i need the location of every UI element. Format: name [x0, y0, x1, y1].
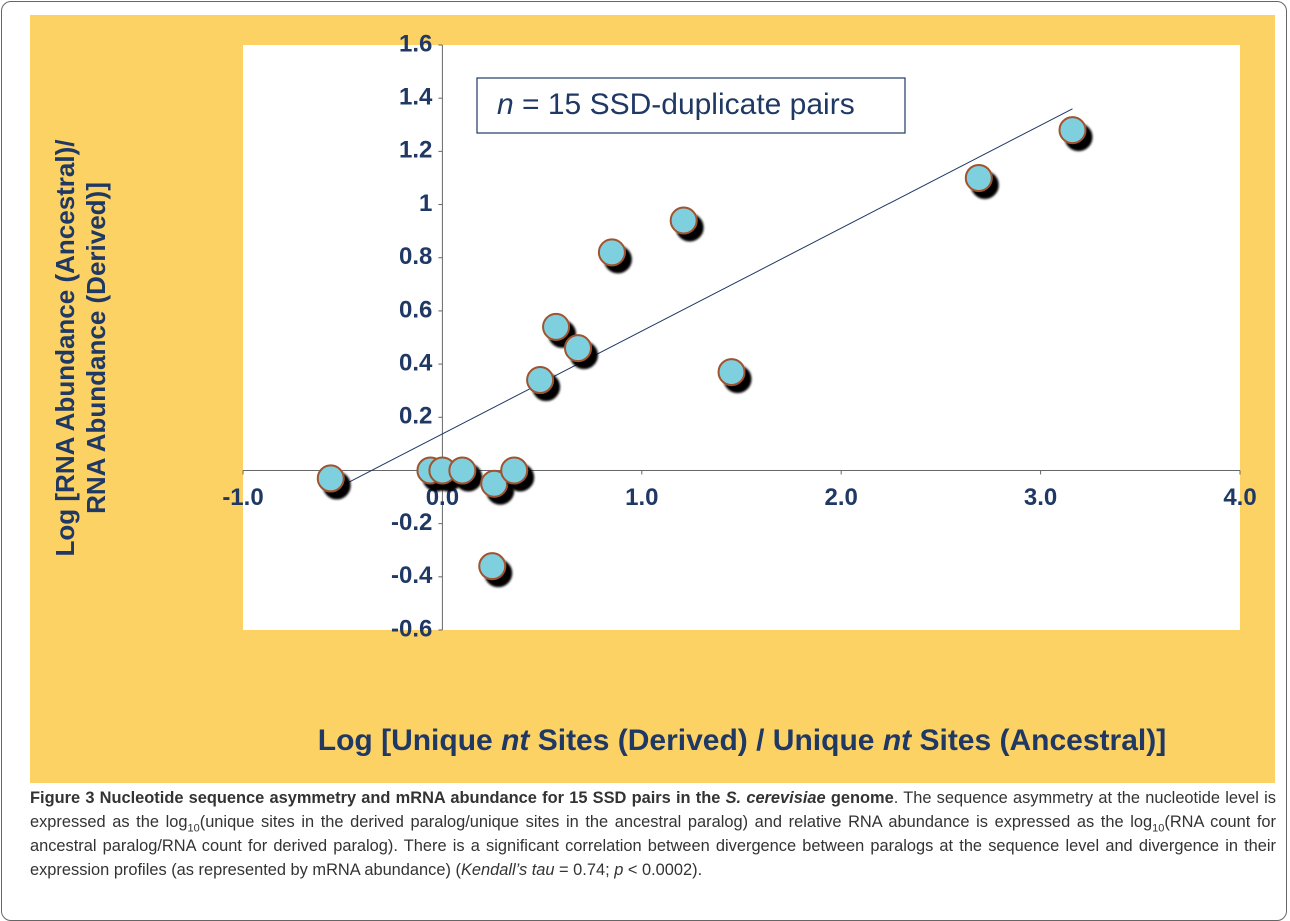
y-tick-label: 0.6 — [399, 296, 432, 323]
annotation-var: n — [497, 88, 514, 121]
y-tick-label: 1.4 — [399, 84, 433, 111]
annotation-box — [476, 77, 906, 134]
scatter-point — [669, 206, 698, 235]
x-tick-label: 1.0 — [625, 484, 658, 511]
scatter-point — [480, 469, 509, 498]
scatter-point — [1058, 116, 1087, 145]
x-title-part: Log [Unique — [318, 724, 501, 757]
caption-part: (RNA count for ancestral paralog/RNA cou… — [30, 813, 1276, 879]
x-tick-label: -1.0 — [222, 484, 263, 511]
caption-part: = 0.74; — [554, 861, 615, 879]
scatter-point — [964, 163, 993, 192]
x-tick-label: 4.0 — [1223, 484, 1256, 511]
y-tick-label: -0.6 — [391, 615, 432, 642]
caption-part: 10 — [1152, 822, 1165, 835]
caption-part: Kendall’s tau — [460, 861, 555, 879]
x-axis-title: Log [Unique nt Sites (Derived) / Unique … — [318, 724, 1166, 757]
caption-title: Figure 3 Nucleotide sequence asymmetry a… — [30, 789, 894, 807]
x-tick-label: 3.0 — [1024, 484, 1057, 511]
trend-line — [340, 108, 1073, 487]
chart: -0.6-0.4-0.200.20.40.60.811.21.41.6-1.00… — [30, 15, 1275, 783]
x-title-part: Sites (Ancestral)] — [911, 724, 1166, 757]
y-tick-label: 1 — [419, 190, 432, 217]
caption-part: 10 — [187, 822, 200, 835]
caption-part: p — [614, 861, 624, 879]
scatter-point — [526, 366, 555, 395]
scatter-point — [448, 456, 477, 485]
caption-part: . The sequence asymmetry at the nucleoti… — [30, 789, 1276, 831]
scatter-point — [500, 456, 529, 485]
scatter-point — [597, 238, 626, 267]
caption-part: Figure 3 Nucleotide sequence asymmetry a… — [30, 789, 726, 807]
x-title-part: Sites (Derived) / Unique — [529, 724, 882, 757]
y-tick-label: -0.4 — [391, 562, 433, 589]
y-tick-label: 1.2 — [399, 137, 432, 164]
y-tick-label: -0.2 — [391, 509, 432, 536]
scatter-point — [478, 552, 507, 581]
y-tick-label: 0.8 — [399, 243, 432, 270]
y-title-line: RNA Abundance (Derived)] — [81, 182, 111, 514]
scatter-point — [717, 358, 746, 387]
annotation-text: = 15 SSD-duplicate pairs — [514, 88, 855, 121]
y-title-line: Log [RNA Abundance (Ancestral)/ — [50, 140, 80, 557]
annotation: n = 15 SSD-duplicate pairs — [497, 88, 855, 121]
caption: Figure 3 Nucleotide sequence asymmetry a… — [30, 786, 1276, 882]
scatter-point — [542, 312, 571, 341]
caption-part: < 0.0002). — [623, 861, 703, 879]
x-tick-label: 2.0 — [825, 484, 858, 511]
scatter-point — [563, 334, 592, 363]
scatter-point — [316, 464, 345, 493]
x-tick-label: 0.0 — [426, 484, 459, 511]
caption-part: S. cerevisiae — [725, 789, 826, 807]
caption-part: genome — [825, 789, 894, 807]
y-tick-label: 1.6 — [399, 30, 432, 57]
y-axis-title: Log [RNA Abundance (Ancestral)/ RNA Abun… — [50, 140, 111, 557]
y-tick-label: 0.4 — [399, 349, 433, 376]
x-title-part: nt — [883, 724, 913, 757]
x-title-part: nt — [501, 724, 531, 757]
y-tick-label: 0.2 — [399, 403, 432, 430]
caption-part: (unique sites in the derived paralog/uni… — [199, 813, 1153, 831]
